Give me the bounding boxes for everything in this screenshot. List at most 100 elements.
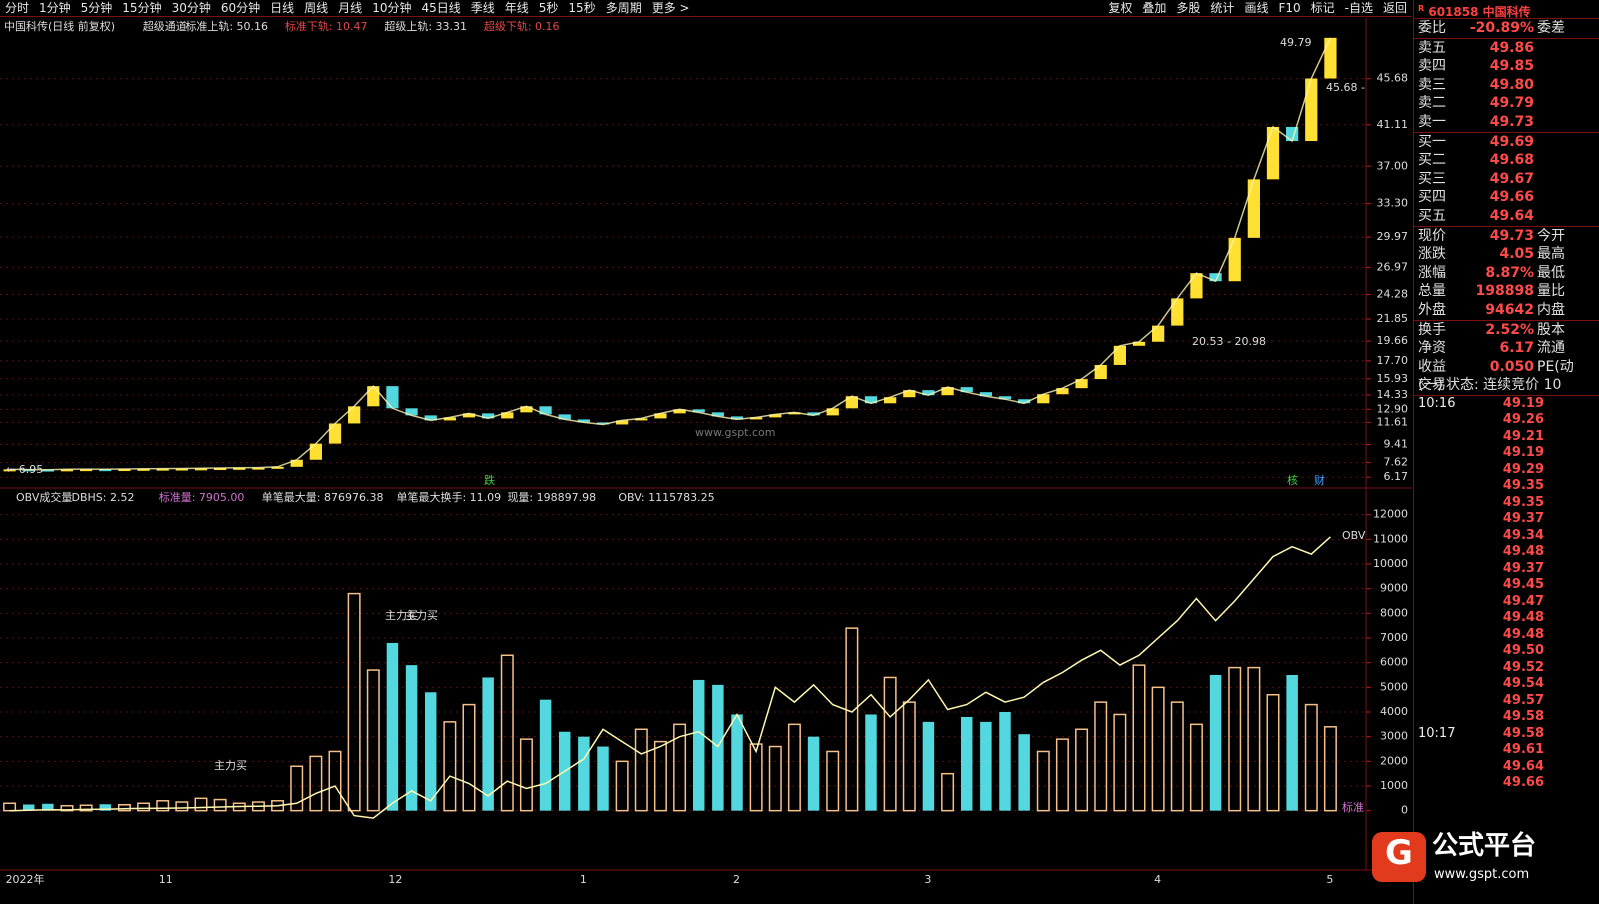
- tick-price: 49.21: [1502, 428, 1544, 444]
- tool-tab[interactable]: -自选: [1344, 1, 1373, 15]
- period-tab[interactable]: 10分钟: [372, 1, 412, 15]
- quote-cell: 49.80: [1489, 76, 1534, 93]
- price-header-item: 超级下轨: 0.16: [484, 19, 560, 33]
- stock-code: R 601858 中国科传: [1414, 0, 1599, 19]
- volume-bar: [79, 804, 93, 812]
- period-tabs: 分时 1分钟 5分钟 15分钟 30分钟 60分钟 日线 周线 月线 10分钟 45日线 季线 年线 5秒…: [0, 0, 695, 16]
- tool-tab[interactable]: F10: [1278, 1, 1301, 15]
- tool-tab[interactable]: 画线: [1244, 1, 1269, 15]
- quote-cell: 0.050: [1489, 358, 1534, 375]
- tick-price: 49.26: [1502, 412, 1544, 428]
- period-tab[interactable]: 60分钟: [220, 1, 261, 15]
- quote-cell: 买一: [1418, 133, 1446, 150]
- tick-row: 49.35: [1414, 478, 1599, 495]
- tool-tab[interactable]: 多股: [1176, 1, 1201, 15]
- volume-bar: [462, 703, 476, 812]
- quote-cell: 买三: [1418, 170, 1446, 187]
- quote-cell: 49.86: [1489, 39, 1534, 56]
- period-tab[interactable]: 月线: [338, 1, 363, 15]
- y-tick-label: 4000: [1380, 705, 1408, 718]
- candle: [1018, 399, 1031, 404]
- quote-row: 卖二 49.79: [1414, 94, 1599, 113]
- x-tick-label: 12: [388, 873, 402, 886]
- x-tick-label: 3: [924, 873, 931, 886]
- y-tick-label: 6000: [1380, 656, 1408, 669]
- quote-cell: 总量: [1418, 283, 1446, 300]
- period-tab[interactable]: 30分钟: [171, 1, 211, 15]
- period-tab[interactable]: 15秒: [568, 1, 596, 15]
- price-header-item: 标准下轨: 10.47: [285, 19, 368, 33]
- quote-cell: 内盘: [1537, 301, 1565, 318]
- period-tab[interactable]: 年线: [504, 1, 529, 15]
- period-tab[interactable]: 日线: [270, 1, 295, 15]
- quote-row: 总量 198898 量比: [1414, 282, 1599, 301]
- period-tab[interactable]: 更多 >: [651, 1, 690, 15]
- tool-tab[interactable]: 统计: [1210, 1, 1235, 15]
- tool-tab[interactable]: 标记: [1310, 1, 1335, 15]
- tick-row: 49.54: [1414, 676, 1599, 693]
- tick-row: 49.52: [1414, 660, 1599, 677]
- quote-row: 外盘 94642 内盘: [1414, 301, 1599, 321]
- candle: [1075, 379, 1088, 389]
- volume-bar: [386, 642, 399, 811]
- candle: [769, 414, 782, 418]
- period-tab[interactable]: 5秒: [538, 1, 559, 15]
- candle: [1094, 364, 1107, 380]
- quote-row: 卖一 49.73: [1414, 113, 1599, 133]
- candle: [252, 467, 265, 470]
- tick-price: 49.47: [1502, 593, 1544, 609]
- tick-row: 49.64: [1414, 759, 1599, 776]
- quote-cell: 股本: [1537, 321, 1565, 338]
- period-tab[interactable]: 45日线: [421, 1, 461, 15]
- candle: [80, 469, 93, 472]
- code: 601858 中国科传: [1428, 5, 1531, 19]
- candle: [1056, 388, 1069, 395]
- logo-name: 公式平台: [1432, 830, 1536, 861]
- period-tab[interactable]: 15分钟: [122, 1, 162, 15]
- quote-cell: 最低: [1537, 264, 1565, 281]
- tool-tab[interactable]: 叠加: [1142, 1, 1167, 15]
- status-row: 交易状态: 连续竞价 10: [1414, 376, 1599, 396]
- x-tick-label: 2: [733, 873, 740, 886]
- volume-bar: [922, 721, 935, 811]
- x-tick-label: 1: [580, 873, 587, 886]
- indicator-header-item: OBV成交量: [16, 490, 72, 504]
- obv-line: [9, 536, 1331, 819]
- tick-time: [1414, 676, 1474, 693]
- price-header-item: 中国科传(日线 前复权): [4, 19, 115, 33]
- tick-price: 49.48: [1502, 610, 1544, 626]
- quote-cell: 49.79: [1489, 95, 1534, 112]
- period-tab[interactable]: 季线: [470, 1, 495, 15]
- tick-row: 49.61: [1414, 742, 1599, 759]
- tick-time: [1414, 742, 1474, 759]
- indicator-header-item: 标准量: 7905.00: [159, 490, 245, 504]
- quote-cell: 涨幅: [1418, 264, 1446, 281]
- volume-bar: [980, 721, 992, 811]
- quote-row: 卖四 49.85: [1414, 57, 1599, 76]
- annotation-std: 标准: [1342, 800, 1364, 814]
- toolbar: 分时 1分钟 5分钟 15分钟 30分钟 60分钟 日线 周线 月线 10分钟 45日线 季线 年线 5秒…: [0, 0, 1412, 17]
- period-tab[interactable]: 周线: [304, 1, 329, 15]
- quote-cell: 198898: [1475, 283, 1534, 300]
- annotation-range: 20.53 - 20.98: [1192, 335, 1266, 348]
- tick-time: [1414, 775, 1474, 792]
- quote-cell: 49.73: [1489, 113, 1534, 130]
- tick-price: 49.58: [1502, 709, 1544, 725]
- candle: [482, 413, 495, 419]
- tool-tab[interactable]: 返回: [1382, 1, 1407, 15]
- candle: [99, 469, 112, 472]
- volume-bar: [1151, 686, 1165, 812]
- period-tab[interactable]: 5分钟: [80, 1, 113, 15]
- candle: [941, 387, 954, 396]
- volume-bar: [712, 684, 724, 811]
- tick-price: 49.37: [1502, 511, 1544, 527]
- volume-bar: [653, 740, 667, 812]
- tick-time: [1414, 610, 1474, 627]
- period-tab[interactable]: 分时: [5, 1, 30, 15]
- period-tab[interactable]: 1分钟: [39, 1, 71, 15]
- period-tab[interactable]: 多周期: [605, 1, 642, 15]
- candle: [348, 406, 361, 424]
- volume-bar: [902, 701, 916, 812]
- quote-cell: 外盘: [1418, 301, 1446, 318]
- tool-tab[interactable]: 复权: [1108, 1, 1133, 15]
